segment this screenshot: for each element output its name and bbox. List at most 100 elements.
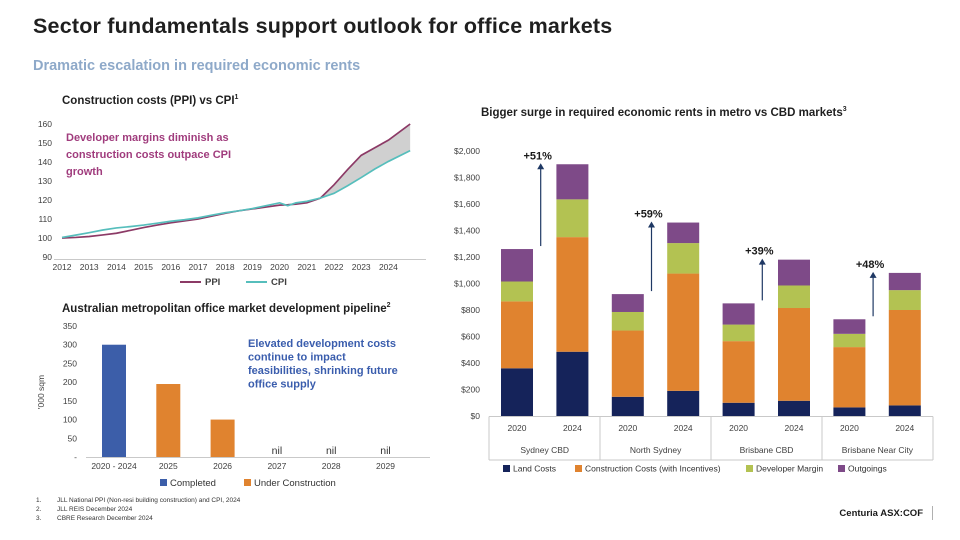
pipeline-annotation: continue to impact	[248, 352, 346, 364]
x-tick-label: 2024	[379, 262, 398, 272]
page-title: Sector fundamentals support outlook for …	[33, 14, 613, 38]
pipeline-bar-chart: 350 300 250 200 150 100 50 - '000 sqm 2020 - 2024…	[36, 321, 430, 489]
segment-land-costs	[888, 405, 921, 416]
y-tick-label: 150	[63, 396, 77, 406]
x-tick-label: 2014	[107, 262, 126, 272]
footnote-marker-3: 3	[842, 106, 847, 113]
segment-construction-costs-with-incentives-	[611, 330, 644, 397]
y-tick-label: 200	[63, 377, 77, 387]
nil-label: nil	[272, 445, 283, 457]
ppi-cpi-line-chart: 90 100 110 120 130 140 150 160 2012 2013 2014 2015 2…	[38, 119, 426, 288]
line-chart-annotation: Developer margins diminish as	[66, 132, 229, 144]
x-tick-label: 2028	[322, 461, 341, 471]
segment-developer-margin	[667, 243, 700, 274]
pipeline-annotation: office supply	[248, 379, 317, 391]
footnote-1-text: JLL National PPI (Non-resi building cons…	[57, 497, 241, 504]
y-tick-label: 120	[38, 195, 52, 205]
segment-outgoings	[833, 319, 866, 334]
footnote-marker-1: 1	[234, 94, 239, 101]
rents-chart-title: Bigger surge in required economic rents …	[481, 106, 847, 119]
x-tick-label: 2021	[297, 262, 316, 272]
x-tick-label: 2029	[376, 461, 395, 471]
y-axis-title: '000 sqm	[36, 375, 46, 409]
y-tick-label: $1,600	[454, 199, 480, 209]
nil-label: nil	[326, 445, 337, 457]
segment-developer-margin	[556, 199, 589, 238]
group-label: Brisbane Near City	[842, 445, 914, 455]
pct-change-label: +39%	[745, 246, 774, 258]
segment-outgoings	[667, 222, 700, 244]
pct-change-label: +59%	[634, 209, 663, 221]
line-chart-title-text: Construction costs (PPI) vs CPI	[62, 94, 235, 107]
y-tick-label: 160	[38, 119, 52, 129]
legend-swatch	[838, 465, 845, 472]
segment-developer-margin	[611, 311, 644, 331]
y-tick-label: 100	[38, 233, 52, 243]
y-tick-label: $800	[461, 305, 480, 315]
footnote-3-text: CBRE Research December 2024	[57, 514, 153, 522]
growth-arrow-head	[869, 271, 877, 278]
x-tick-label: 2020	[270, 262, 289, 272]
segment-construction-costs-with-incentives-	[501, 301, 533, 369]
pct-change-label: +51%	[523, 150, 552, 162]
y-tick-label: 110	[38, 214, 52, 224]
line-chart-annotation: construction costs outpace CPI	[66, 149, 231, 161]
y-tick-label: $0	[471, 411, 481, 421]
y-tick-label: 130	[38, 176, 52, 186]
y-tick-label: $1,400	[454, 226, 480, 236]
y-tick-label: 140	[38, 157, 52, 167]
legend-swatch	[160, 479, 167, 486]
margin-gap-fill	[320, 124, 411, 199]
legend-label: Developer Margin	[756, 464, 823, 474]
segment-construction-costs-with-incentives-	[667, 273, 700, 391]
segment-construction-costs-with-incentives-	[556, 237, 589, 352]
segment-outgoings	[556, 164, 589, 200]
pct-change-label: +48%	[856, 259, 885, 271]
y-tick-label: $1,800	[454, 173, 480, 183]
growth-arrow-head	[537, 163, 545, 170]
economic-rents-stacked-chart: $0 $200 $400 $600 $800 $1,000 $1,200 $1,400 $1,6…	[454, 146, 934, 474]
segment-construction-costs-with-incentives-	[778, 308, 810, 401]
pipeline-bar	[156, 384, 181, 457]
segment-construction-costs-with-incentives-	[722, 341, 755, 403]
rents-chart-title-text: Bigger surge in required economic rents …	[481, 106, 843, 119]
segment-construction-costs-with-incentives-	[888, 310, 921, 406]
legend-swatch	[503, 465, 510, 472]
segment-developer-margin	[778, 285, 810, 309]
legend-swatch	[575, 465, 582, 472]
segment-land-costs	[501, 368, 533, 416]
legend-label: Land Costs	[513, 464, 556, 474]
legend-swatch	[746, 465, 753, 472]
nil-label: nil	[380, 445, 391, 457]
segment-developer-margin	[833, 333, 866, 348]
bar-year-label: 2020	[840, 423, 859, 433]
x-tick-label: 2019	[243, 262, 262, 272]
x-tick-label: 2023	[352, 262, 371, 272]
x-tick-label: 2026	[213, 461, 232, 471]
pipeline-bar	[102, 344, 126, 457]
bar-year-label: 2024	[674, 423, 693, 433]
footnote-3: 3. CBRE Research December 2024	[36, 515, 240, 524]
x-tick-label: 2020 - 2024	[91, 461, 137, 471]
y-tick-label: $1,000	[454, 279, 480, 289]
footnote-marker-2: 2	[386, 302, 391, 309]
x-tick-label: 2015	[134, 262, 153, 272]
segment-developer-margin	[501, 281, 533, 302]
x-tick-label: 2027	[267, 461, 286, 471]
bar-year-label: 2024	[563, 423, 582, 433]
x-tick-label: 2017	[189, 262, 208, 272]
segment-outgoings	[722, 303, 755, 325]
brand-text: Centuria ASX:COF	[839, 507, 923, 519]
bar-year-label: 2024	[785, 423, 804, 433]
bar-year-label: 2024	[895, 423, 914, 433]
y-tick-label: $1,200	[454, 252, 480, 262]
legend-label: Under Construction	[254, 478, 336, 489]
group-label: Brisbane CBD	[740, 445, 794, 455]
footnote-3-number: 3.	[36, 514, 42, 522]
segment-land-costs	[556, 351, 589, 416]
x-tick-label: 2022	[325, 262, 344, 272]
pipeline-annotation: feasibilities, shrinking future	[248, 365, 398, 377]
pipeline-chart-title: Australian metropolitan office market de…	[62, 302, 391, 315]
bar-year-label: 2020	[508, 423, 527, 433]
y-tick-label: $2,000	[454, 146, 480, 156]
